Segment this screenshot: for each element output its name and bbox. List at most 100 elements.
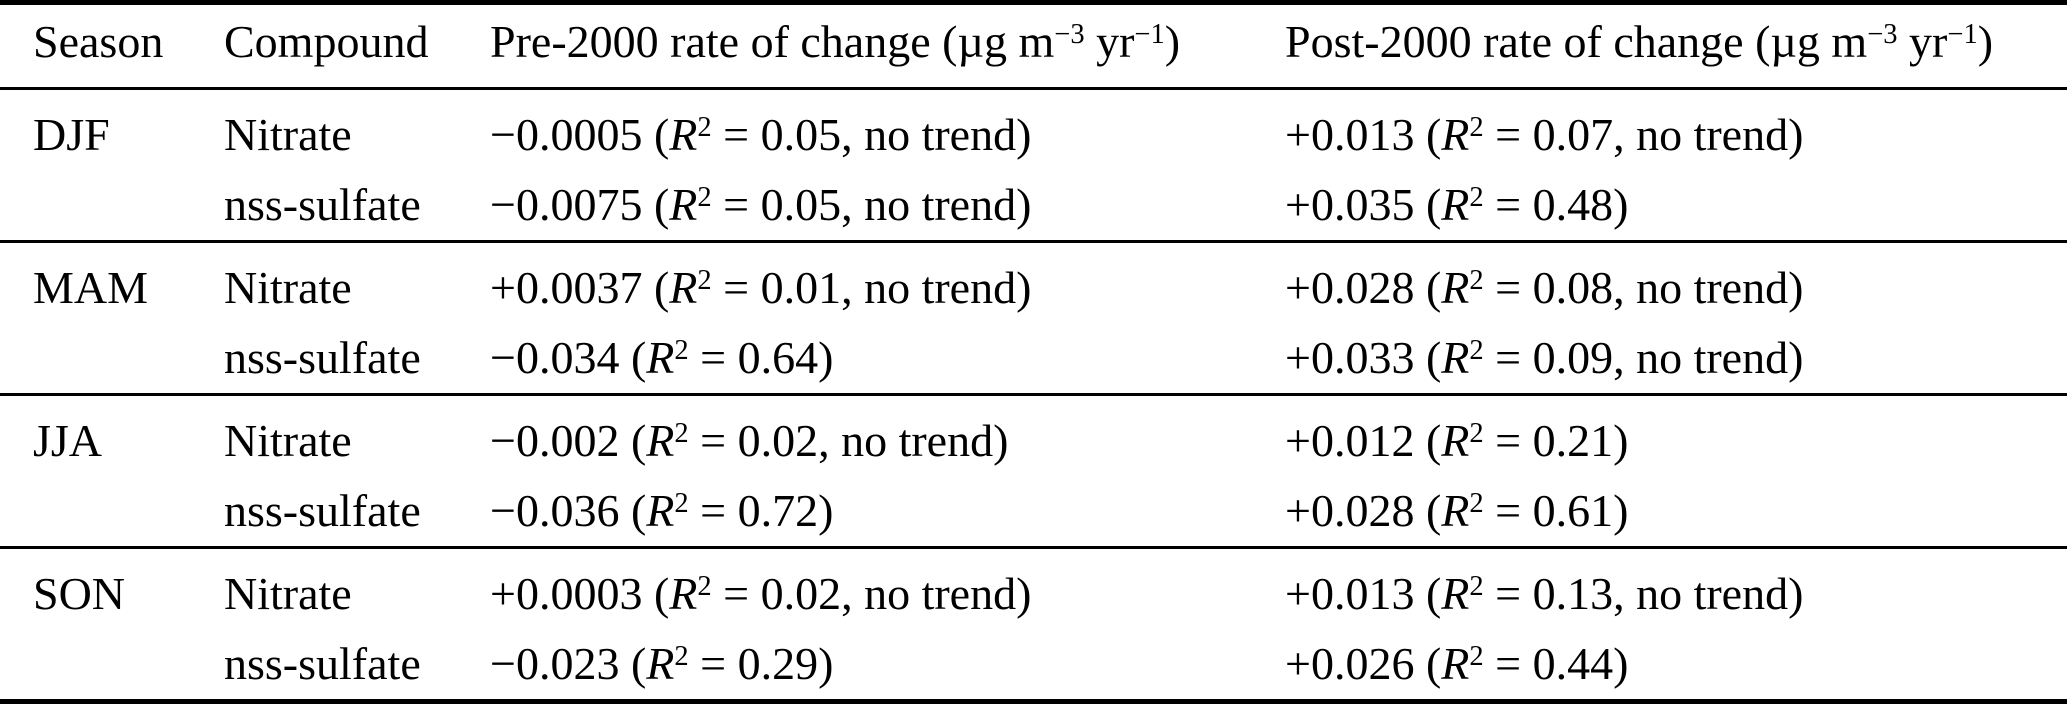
r-squared-symbol: R: [646, 332, 675, 383]
rate-value: +0.028 (: [1285, 262, 1442, 313]
post-rate-cell: +0.013 (R2 = 0.07, no trend): [1252, 89, 2067, 171]
rate-value: +0.033 (: [1285, 332, 1442, 383]
r-squared-symbol: R: [646, 638, 675, 689]
rate-stats: = 0.21): [1483, 415, 1629, 466]
pre-rate-cell: −0.002 (R2 = 0.02, no trend): [457, 395, 1252, 477]
compound-cell: Nitrate: [224, 109, 352, 160]
compound-cell: Nitrate: [224, 262, 352, 313]
rate-value: −0.0005 (: [490, 109, 670, 160]
table-row: SON Nitrate +0.0003 (R2 = 0.02, no trend…: [0, 548, 2067, 630]
table-row: nss-sulfate −0.0075 (R2 = 0.05, no trend…: [0, 170, 2067, 242]
r-squared-exponent: 2: [1469, 264, 1484, 296]
r-squared-exponent: 2: [674, 417, 689, 449]
pre-rate-cell: −0.0075 (R2 = 0.05, no trend): [457, 170, 1252, 242]
r-squared-symbol: R: [1441, 179, 1470, 230]
rate-value: +0.026 (: [1285, 638, 1442, 689]
rate-value: −0.0075 (: [490, 179, 670, 230]
compound-cell: nss-sulfate: [224, 485, 421, 536]
post-rate-cell: +0.028 (R2 = 0.61): [1252, 476, 2067, 548]
rate-value: −0.034 (: [490, 332, 647, 383]
rate-stats: = 0.05, no trend): [711, 109, 1032, 160]
r-squared-exponent: 2: [697, 111, 712, 143]
table-header: Season Compound Pre-2000 rate of change …: [0, 3, 2067, 89]
col-header-post2000: Post-2000 rate of change (µg m−3 yr−1): [1252, 3, 2067, 89]
r-squared-symbol: R: [1441, 638, 1470, 689]
rate-value: +0.0037 (: [490, 262, 670, 313]
exponent-minus3: −3: [1867, 18, 1898, 50]
r-squared-symbol: R: [646, 485, 675, 536]
rate-value: +0.0003 (: [490, 568, 670, 619]
r-squared-exponent: 2: [674, 487, 689, 519]
r-squared-symbol: R: [669, 179, 698, 230]
rate-stats: = 0.01, no trend): [711, 262, 1032, 313]
rate-stats: = 0.72): [688, 485, 834, 536]
col-header-season: Season: [33, 16, 164, 67]
table-row: MAM Nitrate +0.0037 (R2 = 0.01, no trend…: [0, 242, 2067, 324]
r-squared-symbol: R: [1441, 109, 1470, 160]
post-rate-cell: +0.028 (R2 = 0.08, no trend): [1252, 242, 2067, 324]
rate-stats: = 0.44): [1483, 638, 1629, 689]
header-text: Pre-2000 rate of change (µg m: [490, 16, 1055, 67]
col-header-compound: Compound: [224, 16, 429, 67]
r-squared-exponent: 2: [697, 181, 712, 213]
compound-cell: nss-sulfate: [224, 638, 421, 689]
compound-cell: nss-sulfate: [224, 332, 421, 383]
rate-stats: = 0.13, no trend): [1483, 568, 1804, 619]
season-cell: JJA: [33, 415, 103, 466]
season-cell: [0, 629, 191, 702]
season-cell: [0, 476, 191, 548]
table-row: nss-sulfate −0.034 (R2 = 0.64) +0.033 (R…: [0, 323, 2067, 395]
post-rate-cell: +0.013 (R2 = 0.13, no trend): [1252, 548, 2067, 630]
rate-stats: = 0.02, no trend): [688, 415, 1009, 466]
rate-stats: = 0.09, no trend): [1483, 332, 1804, 383]
header-text: Post-2000 rate of change (µg m: [1285, 16, 1868, 67]
season-group-jja: JJA Nitrate −0.002 (R2 = 0.02, no trend)…: [0, 395, 2067, 548]
rate-value: −0.023 (: [490, 638, 647, 689]
r-squared-exponent: 2: [1469, 570, 1484, 602]
rate-stats: = 0.29): [688, 638, 834, 689]
r-squared-exponent: 2: [674, 334, 689, 366]
r-squared-symbol: R: [1441, 262, 1470, 313]
post-rate-cell: +0.035 (R2 = 0.48): [1252, 170, 2067, 242]
rate-stats: = 0.64): [688, 332, 834, 383]
rate-value: +0.012 (: [1285, 415, 1442, 466]
r-squared-symbol: R: [1441, 568, 1470, 619]
table-row: nss-sulfate −0.036 (R2 = 0.72) +0.028 (R…: [0, 476, 2067, 548]
rate-stats: = 0.05, no trend): [711, 179, 1032, 230]
r-squared-exponent: 2: [1469, 111, 1484, 143]
header-text: yr: [1084, 16, 1135, 67]
post-rate-cell: +0.033 (R2 = 0.09, no trend): [1252, 323, 2067, 395]
header-text: ): [1977, 16, 1994, 67]
r-squared-symbol: R: [1441, 332, 1470, 383]
season-cell: SON: [33, 568, 126, 619]
rate-value: +0.028 (: [1285, 485, 1442, 536]
r-squared-symbol: R: [669, 109, 698, 160]
rate-stats: = 0.07, no trend): [1483, 109, 1804, 160]
rate-stats: = 0.08, no trend): [1483, 262, 1804, 313]
season-group-son: SON Nitrate +0.0003 (R2 = 0.02, no trend…: [0, 548, 2067, 702]
post-rate-cell: +0.026 (R2 = 0.44): [1252, 629, 2067, 702]
table-row: JJA Nitrate −0.002 (R2 = 0.02, no trend)…: [0, 395, 2067, 477]
season-cell: [0, 170, 191, 242]
rate-stats: = 0.48): [1483, 179, 1629, 230]
r-squared-exponent: 2: [697, 264, 712, 296]
season-cell: DJF: [33, 109, 110, 160]
season-group-mam: MAM Nitrate +0.0037 (R2 = 0.01, no trend…: [0, 242, 2067, 395]
r-squared-exponent: 2: [1469, 640, 1484, 672]
header-row: Season Compound Pre-2000 rate of change …: [0, 3, 2067, 89]
r-squared-exponent: 2: [1469, 487, 1484, 519]
header-text: yr: [1897, 16, 1948, 67]
r-squared-exponent: 2: [1469, 417, 1484, 449]
r-squared-symbol: R: [669, 262, 698, 313]
rate-stats: = 0.61): [1483, 485, 1629, 536]
exponent-minus1: −1: [1947, 18, 1978, 50]
r-squared-symbol: R: [669, 568, 698, 619]
rate-stats: = 0.02, no trend): [711, 568, 1032, 619]
season-group-djf: DJF Nitrate −0.0005 (R2 = 0.05, no trend…: [0, 89, 2067, 242]
rate-value: +0.013 (: [1285, 109, 1442, 160]
pre-rate-cell: −0.036 (R2 = 0.72): [457, 476, 1252, 548]
table-row: DJF Nitrate −0.0005 (R2 = 0.05, no trend…: [0, 89, 2067, 171]
table-row: nss-sulfate −0.023 (R2 = 0.29) +0.026 (R…: [0, 629, 2067, 702]
post-rate-cell: +0.012 (R2 = 0.21): [1252, 395, 2067, 477]
compound-cell: Nitrate: [224, 415, 352, 466]
